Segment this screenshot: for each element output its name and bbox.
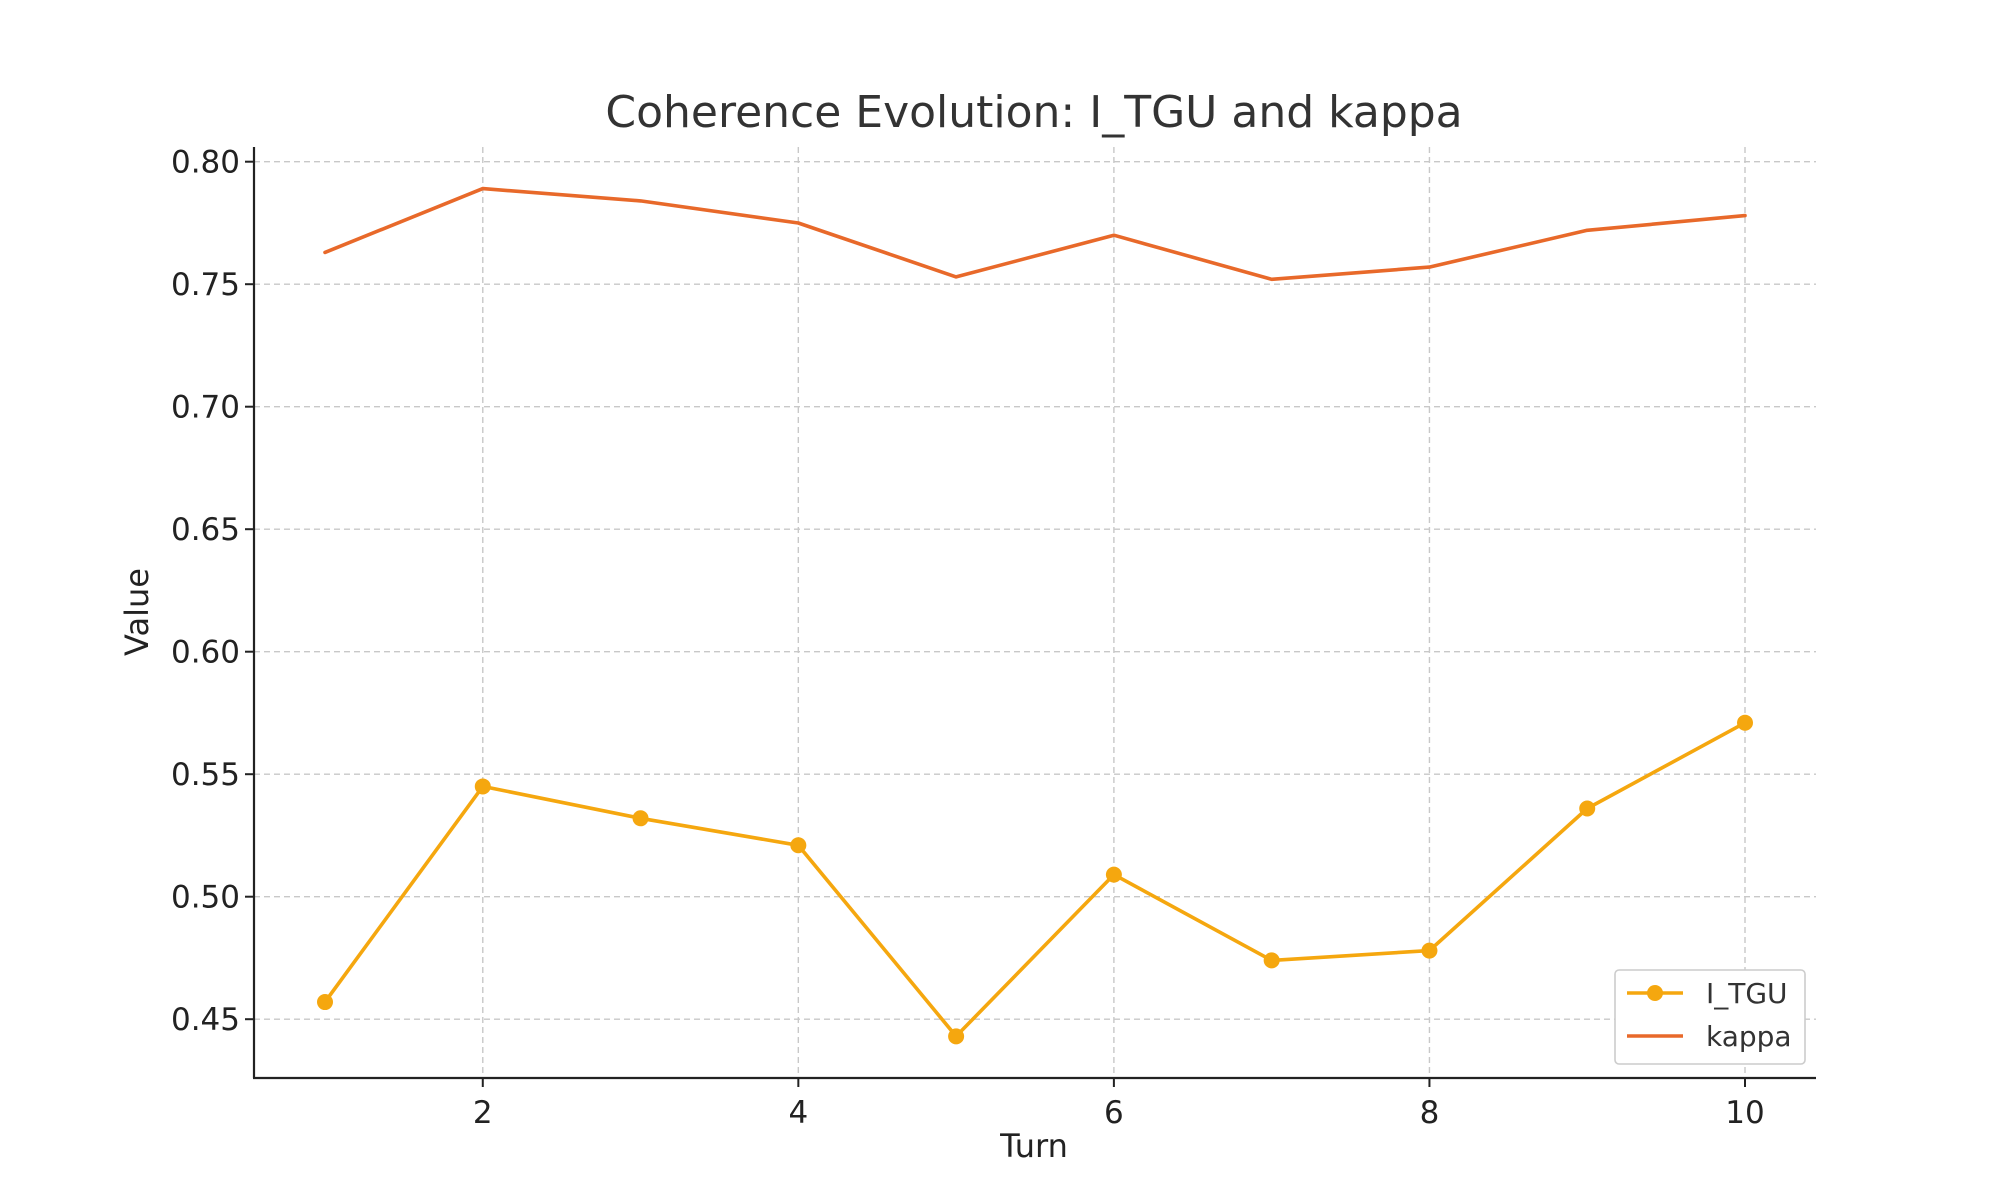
data-point-i-tgu: [1421, 942, 1438, 959]
data-point-i-tgu: [1105, 866, 1122, 883]
y-tick-label: 0.55: [171, 757, 240, 793]
data-point-i-tgu: [632, 810, 649, 827]
data-point-i-tgu: [1263, 952, 1280, 969]
y-tick-label: 0.75: [171, 267, 240, 303]
x-tick-label: 2: [473, 1095, 493, 1131]
x-tick-label: 4: [788, 1095, 808, 1131]
data-point-i-tgu: [1737, 714, 1753, 731]
legend-label-kappa: kappa: [1706, 1020, 1792, 1053]
y-tick-label: 0.50: [171, 880, 240, 916]
x-tick-label: 10: [1725, 1095, 1764, 1131]
legend: I_TGU kappa: [1614, 969, 1806, 1065]
data-point-i-tgu: [317, 994, 333, 1011]
data-point-i-tgu: [790, 837, 807, 854]
y-ticks: 0.45 0.50 0.55 0.60 0.65 0.70 0.75 0.80: [171, 145, 254, 1038]
x-ticks: 2 4 6 8 10: [473, 1078, 1765, 1131]
y-axis-label: Value: [118, 568, 156, 656]
legend-label-i-tgu: I_TGU: [1706, 977, 1788, 1010]
grid: [254, 147, 1816, 1078]
chart-title: Coherence Evolution: I_TGU and kappa: [605, 87, 1462, 138]
legend-marker-i-tgu: [1647, 985, 1663, 1001]
series-line-i-tgu: [323, 720, 1747, 1039]
y-tick-label: 0.45: [171, 1002, 240, 1038]
y-tick-label: 0.80: [171, 145, 240, 181]
series-kappa: [323, 186, 1747, 282]
data-point-i-tgu: [948, 1028, 965, 1045]
x-axis-label: Turn: [999, 1127, 1068, 1165]
axes: [252, 147, 1816, 1080]
y-tick-label: 0.65: [171, 512, 240, 548]
y-tick-label: 0.70: [171, 390, 240, 426]
series: [317, 186, 1753, 1045]
series-i-tgu: [317, 714, 1753, 1045]
y-tick-label: 0.60: [171, 635, 240, 671]
series-line-kappa: [323, 186, 1747, 282]
data-point-i-tgu: [474, 778, 491, 795]
x-tick-label: 6: [1104, 1095, 1124, 1131]
data-point-i-tgu: [1579, 800, 1596, 817]
x-tick-label: 8: [1420, 1095, 1440, 1131]
